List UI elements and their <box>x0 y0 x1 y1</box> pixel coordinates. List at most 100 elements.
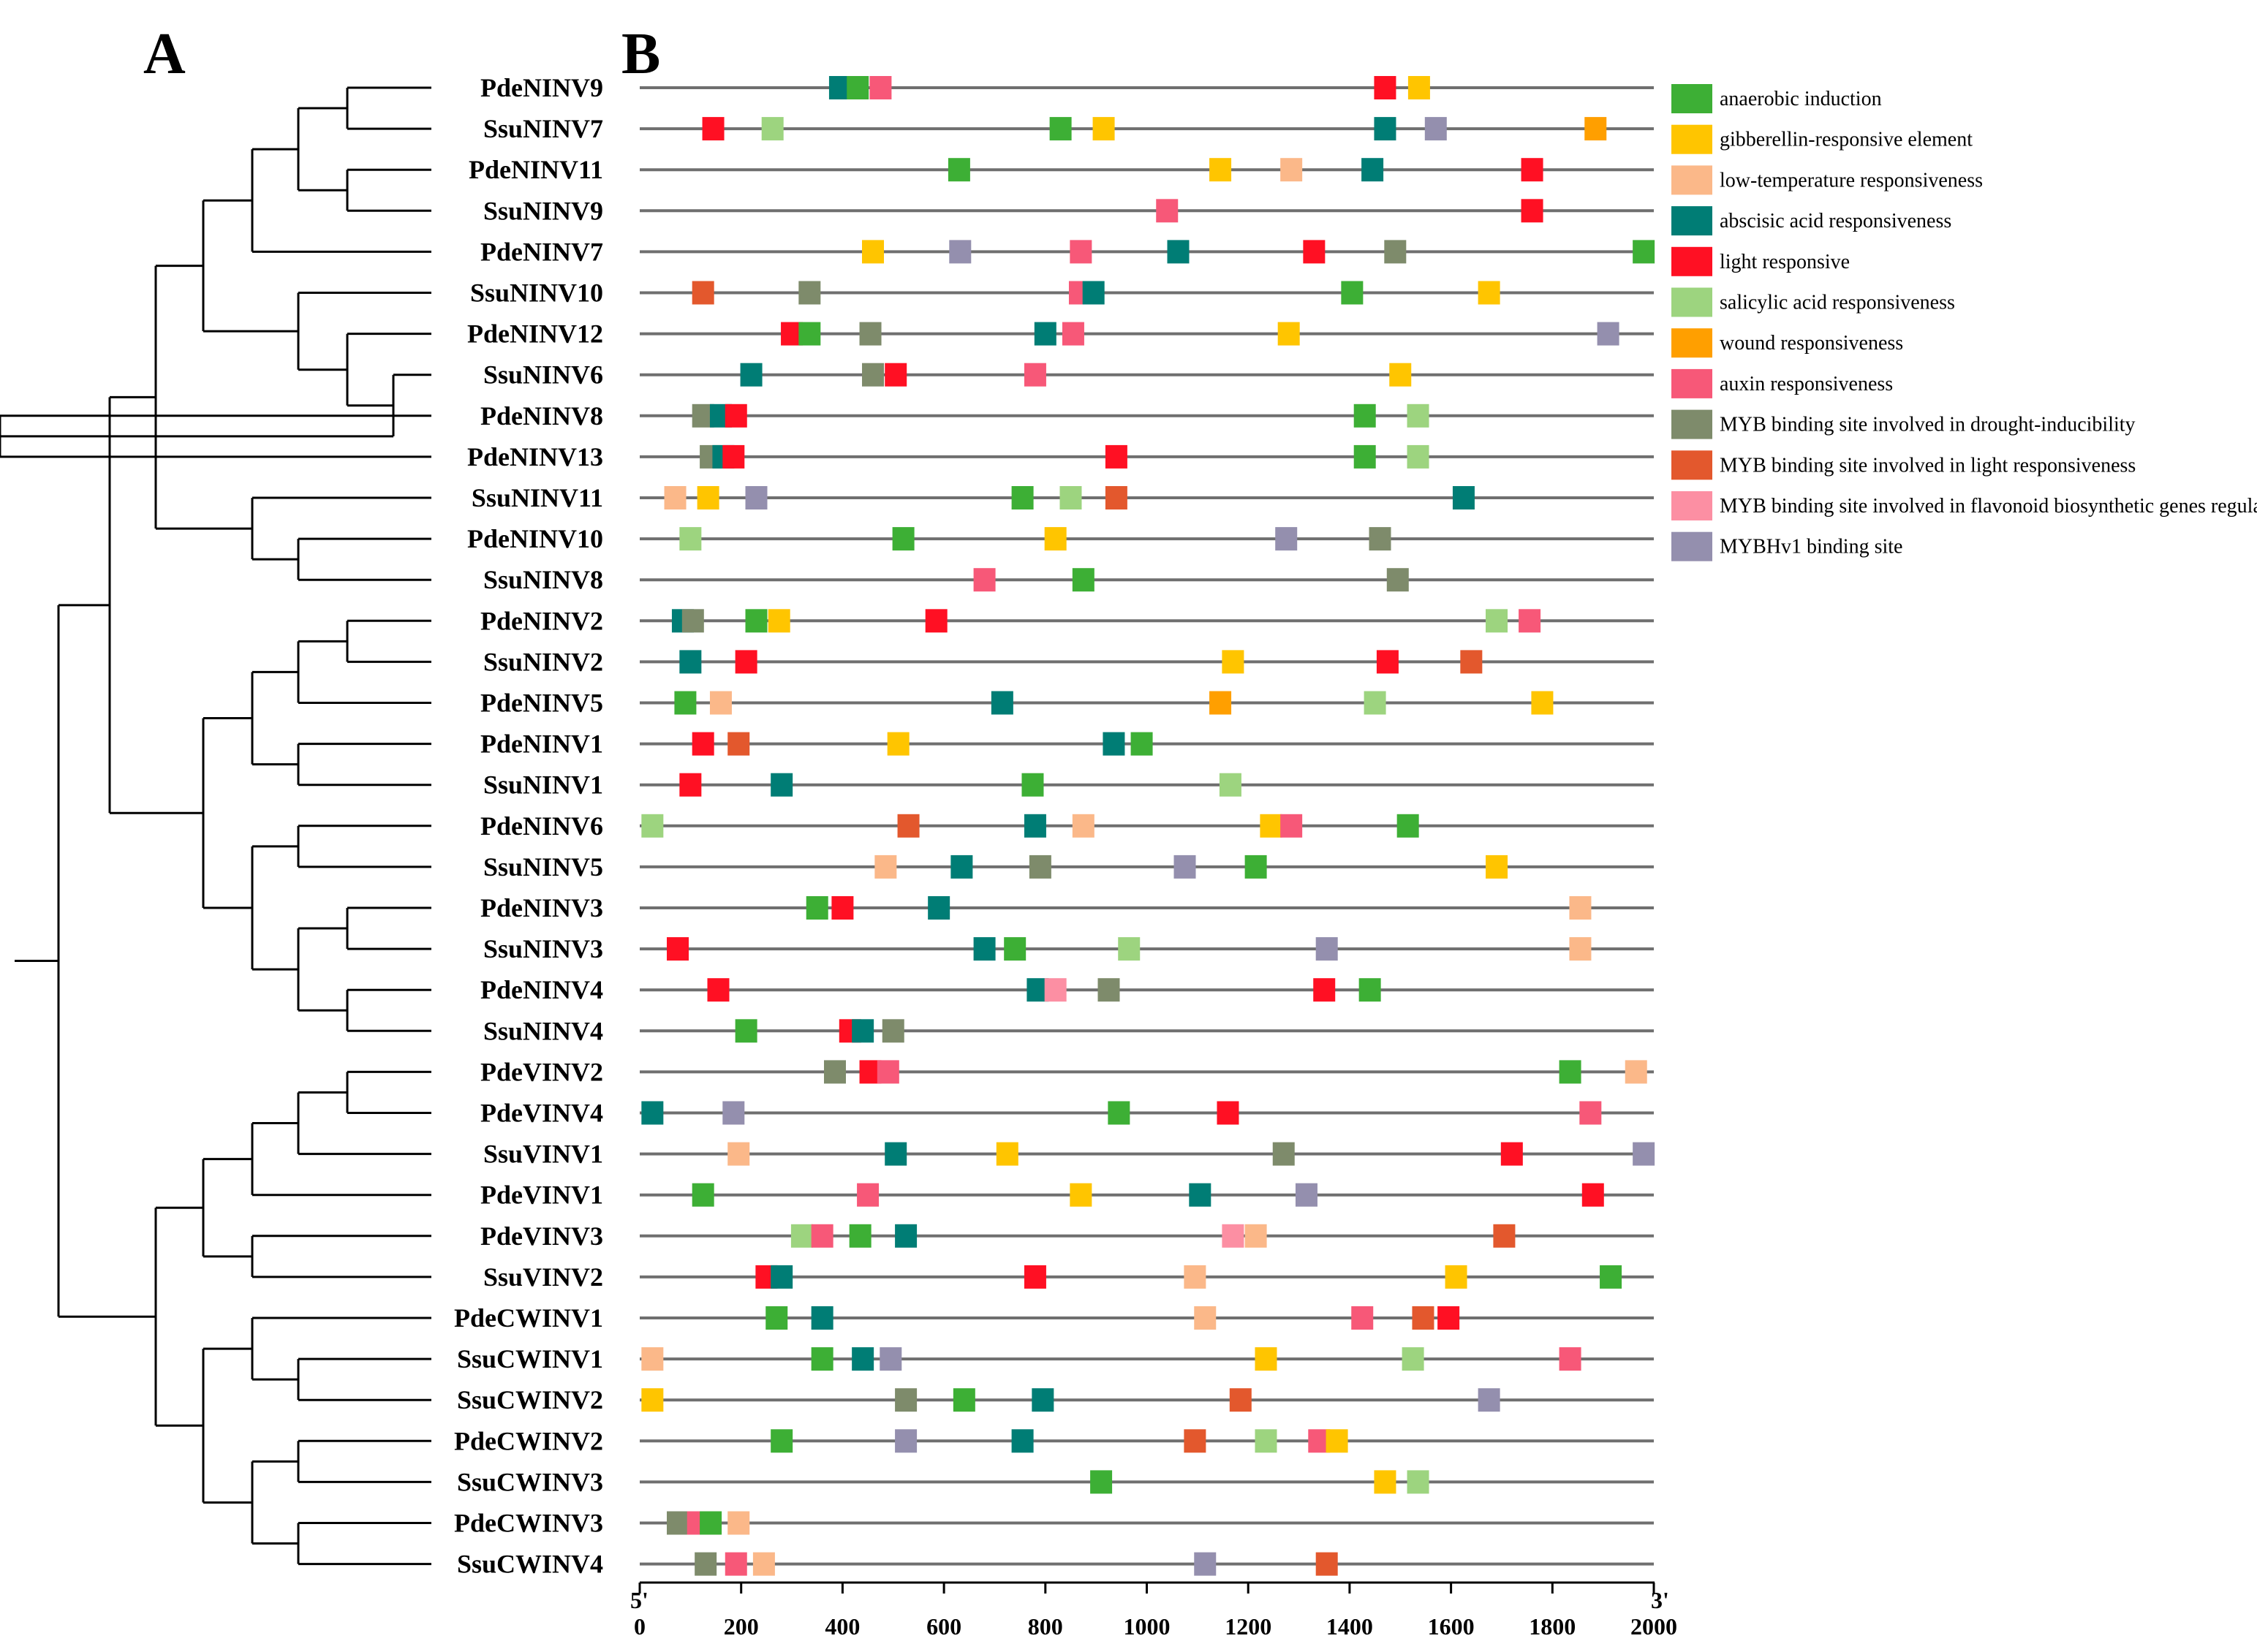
gene-row: SsuNINV8 <box>483 565 1654 594</box>
gene-row: PdeVINV1 <box>480 1181 1654 1210</box>
cis-element-mybhv1 <box>1597 322 1619 346</box>
cis-element-anaerobic <box>771 1429 793 1453</box>
cis-element-gibberellin <box>641 1388 664 1412</box>
cis-element-anaerobic <box>811 1347 833 1371</box>
cis-element-mybhv1 <box>1194 1552 1217 1576</box>
gene-label: PdeVINV2 <box>480 1057 603 1086</box>
cis-element-myb_flavonoid <box>1222 1224 1244 1248</box>
legend-swatch-aba <box>1671 206 1712 236</box>
cis-element-myb_drought <box>667 1511 689 1535</box>
cis-element-light <box>707 978 730 1002</box>
gene-row: PdeVINV3 <box>480 1221 1654 1251</box>
gene-label: PdeNINV4 <box>480 975 603 1004</box>
cis-element-mybhv1 <box>1275 527 1298 551</box>
cis-element-myb_light <box>1493 1224 1516 1248</box>
cis-element-myb_drought <box>882 1019 904 1043</box>
cis-element-salicylic <box>679 527 702 551</box>
legend-label: wound responsiveness <box>1720 332 1903 355</box>
gene-label: PdeNINV13 <box>467 442 603 471</box>
cis-element-lowtemp <box>727 1142 750 1166</box>
cis-element-aba <box>895 1224 918 1248</box>
cis-element-gibberellin <box>1092 117 1115 141</box>
cis-element-light <box>679 773 702 797</box>
cis-element-aba <box>771 773 793 797</box>
cis-element-anaerobic <box>692 1183 714 1207</box>
phylogenetic-tree <box>0 86 431 1566</box>
cis-element-gibberellin <box>1445 1265 1467 1289</box>
gene-row: SsuCWINV4 <box>457 1550 1654 1579</box>
axis-tick-label: 1800 <box>1529 1613 1576 1640</box>
gene-row: PdeNINV11 <box>469 155 1654 184</box>
cis-element-myb_drought <box>1097 978 1120 1002</box>
gene-label: SsuNINV7 <box>483 114 603 143</box>
cis-element-anaerobic <box>1353 444 1376 469</box>
cis-element-myb_light <box>1105 486 1127 509</box>
cis-element-aba <box>1374 117 1396 141</box>
gene-label: SsuNINV11 <box>472 483 603 512</box>
cis-element-salicylic <box>1402 1347 1424 1371</box>
gene-row: SsuNINV11 <box>472 483 1654 512</box>
cis-element-light <box>1374 76 1396 99</box>
axis-tick-label: 0 <box>634 1613 646 1640</box>
gene-row: SsuNINV1 <box>483 770 1654 800</box>
cis-element-myb_light <box>1315 1552 1338 1576</box>
cis-element-gibberellin <box>1407 76 1430 99</box>
cis-element-anaerobic <box>1341 281 1364 305</box>
legend-swatch-anaerobic <box>1671 84 1712 113</box>
cis-element-lowtemp <box>1184 1265 1206 1289</box>
gene-label: SsuVINV2 <box>483 1262 603 1292</box>
cis-element-gibberellin <box>887 732 910 756</box>
cis-element-myb_drought <box>862 363 885 387</box>
cis-element-aba <box>885 1142 907 1166</box>
cis-element-myb_drought <box>798 281 821 305</box>
cis-element-light <box>725 403 747 428</box>
cis-element-anaerobic <box>892 527 915 551</box>
cis-element-auxin <box>1062 322 1084 346</box>
cis-element-light <box>1217 1101 1239 1125</box>
gene-row: SsuNINV9 <box>483 196 1654 225</box>
cis-element-myb_light <box>897 814 920 838</box>
cis-element-mybhv1 <box>1633 1142 1655 1166</box>
cis-element-mybhv1 <box>895 1429 918 1453</box>
cis-element-salicylic <box>1219 773 1241 797</box>
gene-label: PdeVINV1 <box>480 1181 603 1210</box>
axis-tick-label: 400 <box>825 1613 860 1640</box>
cis-element-mybhv1 <box>1173 855 1196 879</box>
cis-element-gibberellin <box>768 609 790 633</box>
axis-tick-label: 1600 <box>1428 1613 1475 1640</box>
legend-label: gibberellin-responsive element <box>1720 129 1973 151</box>
cis-element-salicylic <box>1118 937 1141 961</box>
gene-row: PdeNINV12 <box>467 319 1654 349</box>
legend-swatch-myb_drought <box>1671 409 1712 439</box>
cis-element-anaerobic <box>1396 814 1419 838</box>
cis-element-salicylic <box>1255 1429 1277 1453</box>
cis-element-gibberellin <box>1260 814 1282 838</box>
gene-label: SsuNINV1 <box>483 770 603 800</box>
cis-element-gibberellin <box>996 1142 1018 1166</box>
legend-swatch-gibberellin <box>1671 124 1712 154</box>
cis-element-anaerobic <box>1049 117 1072 141</box>
cis-element-salicylic <box>761 117 784 141</box>
gene-label: PdeVINV4 <box>480 1099 603 1128</box>
cis-element-salicylic <box>1407 1470 1429 1494</box>
cis-element-aba <box>1011 1429 1034 1453</box>
gene-row: PdeNINV13 <box>467 442 1654 471</box>
cis-element-aba <box>1024 814 1046 838</box>
gene-row: PdeNINV3 <box>480 893 1654 922</box>
gene-row: SsuNINV10 <box>470 279 1654 308</box>
gene-label: PdeNINV9 <box>480 73 603 102</box>
cis-element-light <box>702 117 725 141</box>
legend-swatch-salicylic <box>1671 287 1712 317</box>
cis-element-anaerobic <box>806 896 828 920</box>
legend-label: salicylic acid responsiveness <box>1720 292 1955 314</box>
cis-element-light <box>831 896 854 920</box>
cis-element-gibberellin <box>1277 322 1300 346</box>
gene-row: PdeNINV9 <box>480 73 1654 102</box>
cis-element-salicylic <box>790 1224 813 1248</box>
cis-element-aba <box>1103 732 1125 756</box>
cis-element-anaerobic <box>798 322 821 346</box>
cis-element-gibberellin <box>1222 650 1244 674</box>
cis-element-anaerobic <box>948 158 970 182</box>
cis-element-auxin <box>811 1224 833 1248</box>
cis-element-anaerobic <box>849 1224 872 1248</box>
